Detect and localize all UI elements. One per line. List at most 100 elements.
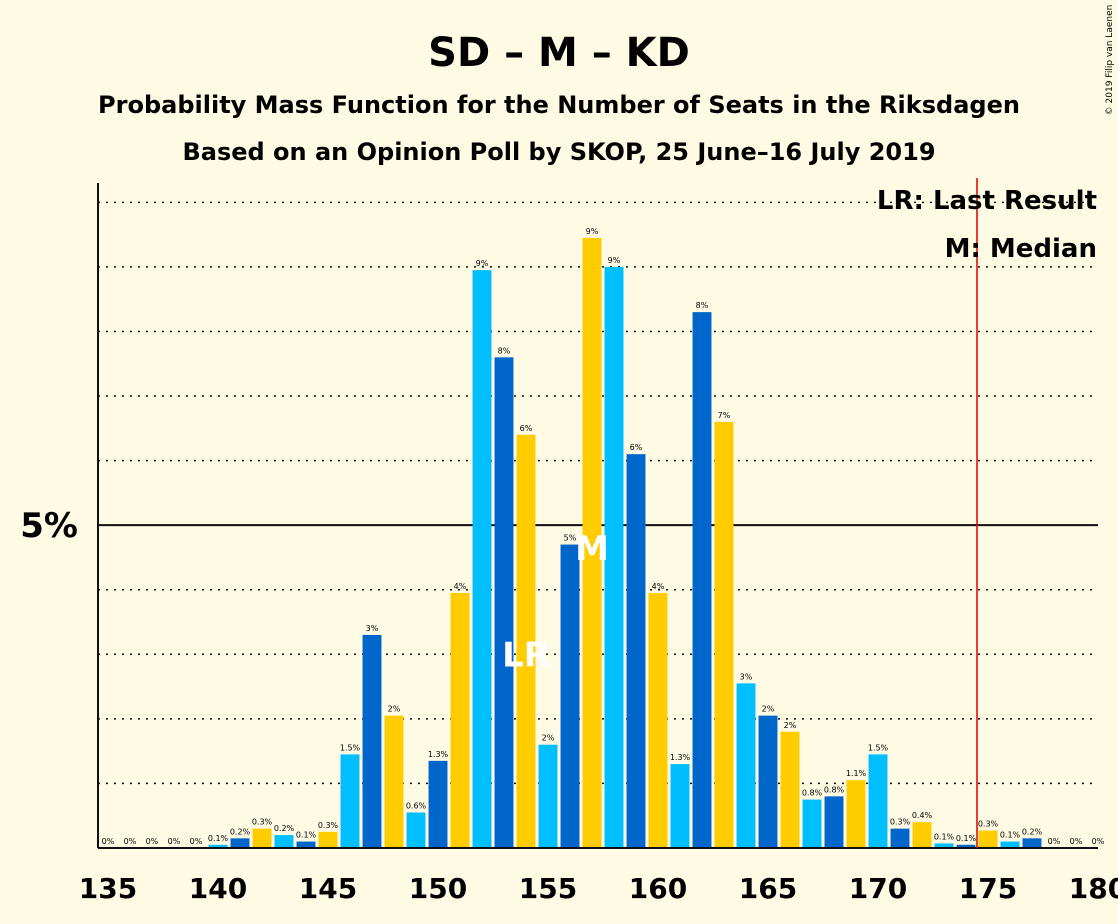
- bar-label-144: 0.1%: [296, 831, 317, 840]
- x-tick-135: 135: [79, 872, 137, 905]
- bar-label-172: 0.4%: [912, 811, 933, 820]
- bar-146: [340, 754, 360, 848]
- bar-151: [450, 592, 470, 848]
- bar-label-143: 0.2%: [274, 824, 295, 833]
- bar-label-135: 0%: [102, 837, 115, 846]
- bars: [208, 237, 1042, 849]
- bar-144: [296, 841, 316, 848]
- bar-171: [890, 828, 910, 848]
- bar-163: [714, 421, 734, 848]
- bar-168: [824, 796, 844, 848]
- bar-174: [956, 844, 976, 848]
- bar-label-162: 8%: [696, 301, 709, 310]
- x-tick-145: 145: [299, 872, 357, 905]
- bar-166: [780, 731, 800, 848]
- bar-label-151: 4%: [454, 582, 467, 591]
- x-tick-160: 160: [629, 872, 687, 905]
- bar-141: [230, 838, 250, 848]
- bar-label-152: 9%: [476, 259, 489, 268]
- bar-173: [934, 843, 954, 848]
- bar-155: [538, 744, 558, 848]
- bar-label-160: 4%: [652, 582, 665, 591]
- bar-label-148: 2%: [388, 705, 401, 714]
- bar-label-146: 1.5%: [340, 743, 361, 752]
- bar-175: [978, 830, 998, 848]
- bar-label-171: 0.3%: [890, 818, 911, 827]
- bar-177: [1022, 838, 1042, 848]
- bar-143: [274, 835, 294, 848]
- bar-label-175: 0.3%: [978, 820, 999, 829]
- bar-label-149: 0.6%: [406, 801, 427, 810]
- bar-label-138: 0%: [168, 837, 181, 846]
- x-tick-170: 170: [849, 872, 907, 905]
- bar-value-labels: 0% 0% 0% 0% 0% 0.1%0.2%0.3%0.2%0.1%0.3%1.5%3%…: [102, 227, 1105, 846]
- bar-label-168: 0.8%: [824, 785, 845, 794]
- bar-label-142: 0.3%: [252, 818, 273, 827]
- bar-label-140: 0.1%: [208, 834, 229, 843]
- bar-label-137: 0%: [146, 837, 159, 846]
- bar-160: [648, 592, 668, 848]
- bar-label-156: 5%: [564, 534, 577, 543]
- bar-label-141: 0.2%: [230, 827, 251, 836]
- x-tick-165: 165: [739, 872, 797, 905]
- bar-label-169: 1.1%: [846, 769, 867, 778]
- bar-label-165: 2%: [762, 705, 775, 714]
- bar-172: [912, 822, 932, 848]
- bar-label-147: 3%: [366, 624, 379, 633]
- bar-label-166: 2%: [784, 721, 797, 730]
- bar-167: [802, 799, 822, 848]
- bar-156: [560, 544, 580, 848]
- x-tick-180: 180: [1069, 872, 1118, 905]
- bar-label-161: 1.3%: [670, 753, 691, 762]
- bar-label-159: 6%: [630, 443, 643, 452]
- bar-161: [670, 764, 690, 848]
- bar-label-145: 0.3%: [318, 821, 339, 830]
- bar-154: [516, 434, 536, 848]
- copyright-text: © 2019 Filip van Laenen: [1105, 5, 1115, 116]
- x-tick-155: 155: [519, 872, 577, 905]
- x-tick-140: 140: [189, 872, 247, 905]
- bar-label-176: 0.1%: [1000, 831, 1021, 840]
- bar-label-177: 0.2%: [1022, 827, 1043, 836]
- chart-subtitle: Probability Mass Function for the Number…: [98, 91, 1020, 119]
- bar-label-157: 9%: [586, 227, 599, 236]
- chart-subtitle-poll: Based on an Opinion Poll by SKOP, 25 Jun…: [182, 138, 935, 166]
- bar-label-178: 0%: [1048, 837, 1061, 846]
- legend-last-result: LR: Last Result: [877, 186, 1097, 216]
- bar-label-136: 0%: [124, 837, 137, 846]
- bar-165: [758, 715, 778, 848]
- gridlines: [98, 201, 1098, 785]
- bar-153: [494, 357, 514, 848]
- bar-150: [428, 760, 448, 848]
- bar-162: [692, 312, 712, 848]
- bar-169: [846, 780, 866, 848]
- median-marker: M: [575, 529, 609, 569]
- bar-label-155: 2%: [542, 734, 555, 743]
- x-tick-150: 150: [409, 872, 467, 905]
- bar-label-174: 0.1%: [956, 834, 977, 843]
- bar-label-167: 0.8%: [802, 789, 823, 798]
- bar-148: [384, 715, 404, 848]
- x-tick-labels: 135 140 145 150 155 160 165 170 175 180: [79, 872, 1118, 905]
- bar-159: [626, 454, 646, 848]
- bar-label-150: 1.3%: [428, 750, 449, 759]
- markers: LR M: [502, 529, 609, 676]
- x-tick-175: 175: [959, 872, 1017, 905]
- last-result-marker: LR: [502, 635, 550, 675]
- bar-140: [208, 844, 228, 848]
- bar-label-154: 6%: [520, 424, 533, 433]
- bar-label-180: 0%: [1092, 837, 1105, 846]
- bar-label-164: 3%: [740, 672, 753, 681]
- bar-157: [582, 237, 602, 848]
- bar-147: [362, 634, 382, 848]
- bar-label-170: 1.5%: [868, 743, 889, 752]
- bar-label-163: 7%: [718, 411, 731, 420]
- legend-median: M: Median: [945, 234, 1097, 264]
- y-tick-label-5: 5%: [20, 506, 78, 546]
- bar-170: [868, 754, 888, 848]
- bar-label-173: 0.1%: [934, 832, 955, 841]
- chart-title: SD – M – KD: [428, 30, 690, 76]
- bar-label-153: 8%: [498, 346, 511, 355]
- bar-152: [472, 270, 492, 849]
- bar-142: [252, 828, 272, 848]
